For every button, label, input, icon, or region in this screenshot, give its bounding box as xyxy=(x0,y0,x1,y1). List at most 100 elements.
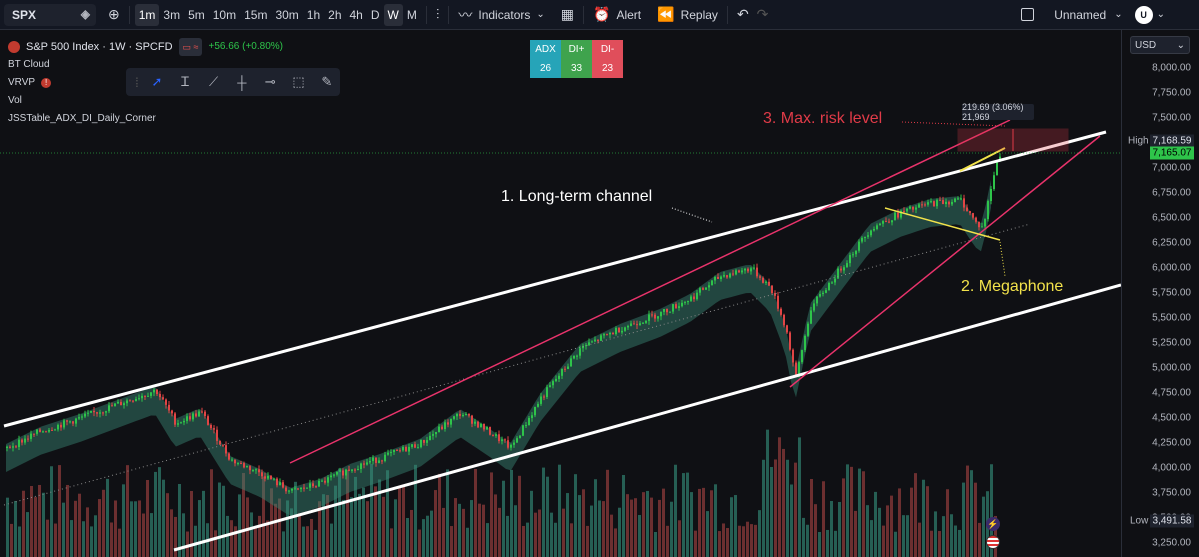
candle-body xyxy=(171,410,173,414)
candle-body xyxy=(381,460,383,462)
channel-annotation[interactable]: 1. Long-term channel xyxy=(501,188,653,205)
layout-button[interactable]: Unnamed ⌄ xyxy=(1017,4,1126,26)
volume-bar xyxy=(294,481,297,557)
indicators-button[interactable]: 〰 Indicators ⌄ xyxy=(454,4,548,26)
alert-label: Alert xyxy=(616,7,642,22)
candle-body xyxy=(438,426,440,433)
candle-body xyxy=(699,288,701,293)
replay-button[interactable]: ⏪ Replay xyxy=(653,4,722,26)
currency-select[interactable]: USD ⌄ xyxy=(1130,36,1190,54)
rectangle-icon[interactable]: ⬚ xyxy=(292,74,305,89)
volume-bar xyxy=(66,484,69,557)
compare-add-icon[interactable]: ⊕ xyxy=(108,6,120,22)
candle-body xyxy=(12,446,14,448)
text-cursor-icon[interactable]: Ꮖ xyxy=(180,74,190,89)
volume-bar xyxy=(278,498,281,557)
candle-body xyxy=(141,395,143,399)
candle-body xyxy=(18,439,20,447)
candle-body xyxy=(831,282,833,284)
candle-body xyxy=(936,199,938,207)
chart-pane[interactable]: S&P 500 Index · 1W · SPCFD ▭ ≈ +56.66 (+… xyxy=(0,30,1121,557)
legend-item[interactable]: Vol xyxy=(8,92,283,110)
candle-body xyxy=(114,403,116,407)
undo-icon[interactable]: ↶ xyxy=(736,6,749,22)
candle-body xyxy=(144,395,146,397)
candle-body xyxy=(264,476,266,479)
symbol-search[interactable]: SPX ◈ xyxy=(4,3,96,26)
candle-body xyxy=(678,306,680,308)
warning-icon[interactable]: ! xyxy=(41,78,52,88)
interval-5m[interactable]: 5m xyxy=(188,7,205,22)
trendline-icon[interactable]: ⟋ xyxy=(209,74,219,89)
volume-bar xyxy=(990,464,993,557)
legend-item[interactable]: BT Cloud xyxy=(8,56,283,74)
candle-body xyxy=(771,285,773,294)
interval-15m[interactable]: 15m xyxy=(244,7,268,22)
risk-annotation[interactable]: 3. Max. risk level xyxy=(763,110,883,127)
interval-w[interactable]: W xyxy=(383,3,403,26)
candle-body xyxy=(732,273,734,275)
candle-body xyxy=(339,470,341,472)
candle-body xyxy=(849,255,851,264)
interval-4h[interactable]: 4h xyxy=(349,7,363,22)
candle-body xyxy=(597,339,599,341)
volume-bar xyxy=(166,493,169,557)
indicators-icon: 〰 xyxy=(458,6,473,23)
alert-button[interactable]: ⏰ Alert xyxy=(589,4,645,26)
chevron-down-icon: ⌄ xyxy=(536,9,545,20)
candle-body xyxy=(480,423,482,428)
legend-status-badge[interactable]: ▭ ≈ xyxy=(178,38,203,56)
interval-2h[interactable]: 2h xyxy=(328,7,342,22)
horizontal-line-icon[interactable]: ⊸ xyxy=(264,74,276,89)
candle-body xyxy=(21,439,23,443)
candle-body xyxy=(906,208,908,212)
user-avatar[interactable]: U xyxy=(1134,5,1153,24)
volume-bar xyxy=(202,490,205,557)
legend-item[interactable]: JSSTable_ADX_DI_Daily_Corner xyxy=(8,110,283,128)
candle-body xyxy=(711,280,713,286)
brush-icon[interactable]: ✎ xyxy=(321,74,333,89)
volume-bar xyxy=(470,500,473,557)
candle-body xyxy=(477,421,479,428)
volume-bar xyxy=(806,524,809,557)
candle-body xyxy=(717,277,719,280)
redo-icon[interactable]: ↷ xyxy=(756,6,769,22)
interval-m[interactable]: M xyxy=(406,7,417,22)
interval-30m[interactable]: 30m xyxy=(275,7,299,22)
volume-bar xyxy=(634,498,637,557)
candle-body xyxy=(483,423,485,430)
candle-body xyxy=(291,488,293,491)
us-flag-icon[interactable] xyxy=(986,535,1000,549)
candle-body xyxy=(804,335,806,351)
interval-10m[interactable]: 10m xyxy=(212,7,237,22)
price-axis[interactable]: USD ⌄ 8,000.007,750.007,500.007,250.007,… xyxy=(1121,30,1199,557)
candle-body xyxy=(231,459,233,461)
candle-body xyxy=(576,355,578,357)
volume-bar xyxy=(394,499,397,557)
candle-body xyxy=(819,294,821,297)
interval-d[interactable]: D xyxy=(370,7,380,22)
candle-body xyxy=(168,404,170,411)
volume-bar xyxy=(766,429,769,557)
divider xyxy=(448,5,450,24)
candle-body xyxy=(138,398,140,400)
legend-item[interactable]: VRVP! xyxy=(8,74,283,92)
candle-body xyxy=(279,482,281,486)
price-chart[interactable] xyxy=(0,30,1121,557)
interval-1m[interactable]: 1m xyxy=(134,3,160,26)
cursor-arrow-icon[interactable]: ➚ xyxy=(151,74,163,89)
lightning-icon[interactable]: ⚡ xyxy=(986,517,1000,531)
interval-3m[interactable]: 3m xyxy=(163,7,181,22)
symbol-info-icon[interactable]: ◈ xyxy=(80,6,90,21)
crosshair-icon[interactable]: ┼ xyxy=(237,74,247,90)
legend-title-row[interactable]: S&P 500 Index · 1W · SPCFD ▭ ≈ +56.66 (+… xyxy=(8,38,283,56)
candles-icon[interactable]: ⫶ xyxy=(435,6,440,22)
templates-icon[interactable]: ▦ xyxy=(560,6,575,22)
interval-1h[interactable]: 1h xyxy=(306,7,321,22)
chevron-down-icon[interactable]: ⌄ xyxy=(1156,9,1165,20)
candle-body xyxy=(273,478,275,480)
megaphone-annotation[interactable]: 2. Megaphone xyxy=(961,278,1064,295)
volume-bar xyxy=(374,486,377,557)
drag-handle-icon[interactable]: ⁞ xyxy=(135,74,139,90)
volume-bar xyxy=(578,495,581,557)
